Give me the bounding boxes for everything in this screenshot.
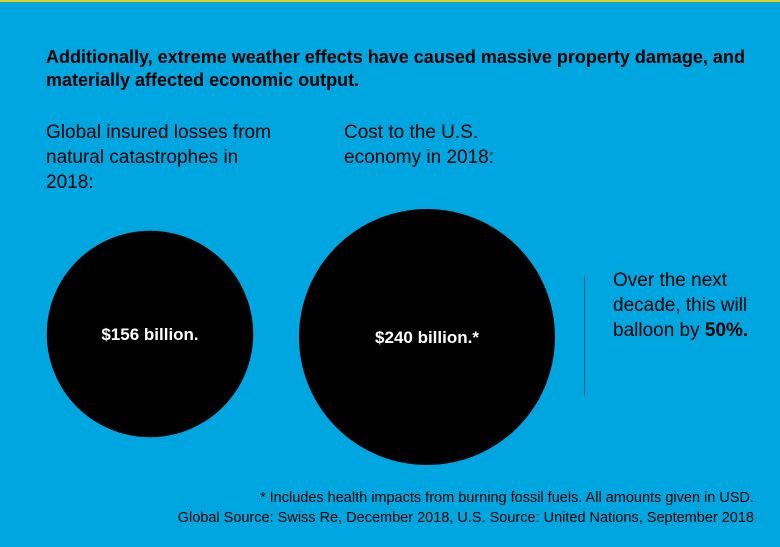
divider-line	[584, 276, 585, 396]
projection-text: Over the next decade, this will balloon …	[613, 270, 748, 341]
bubble-us-economy-cost	[299, 209, 555, 465]
footnote-line-2: Global Source: Swiss Re, December 2018, …	[177, 510, 754, 526]
projection-note: Over the next decade, this will balloon …	[613, 268, 763, 343]
label-us-economy-cost: Cost to the U.S. economy in 2018:	[344, 122, 494, 168]
bubble-global-insured-losses	[46, 230, 254, 438]
projection-highlight: 50%.	[704, 320, 749, 341]
footnote-line-1: * Includes health impacts from burning f…	[259, 490, 754, 506]
headline: Additionally, extreme weather effects ha…	[46, 47, 745, 90]
top-accent-line	[0, 0, 780, 2]
bubble-label-us: $240 billion.*	[375, 328, 479, 347]
label-global-insured-losses: Global insured losses from natural catas…	[46, 122, 271, 193]
bubble-label-global: $156 billion.	[101, 325, 198, 344]
footnote: * Includes health impacts from burning f…	[54, 488, 754, 528]
